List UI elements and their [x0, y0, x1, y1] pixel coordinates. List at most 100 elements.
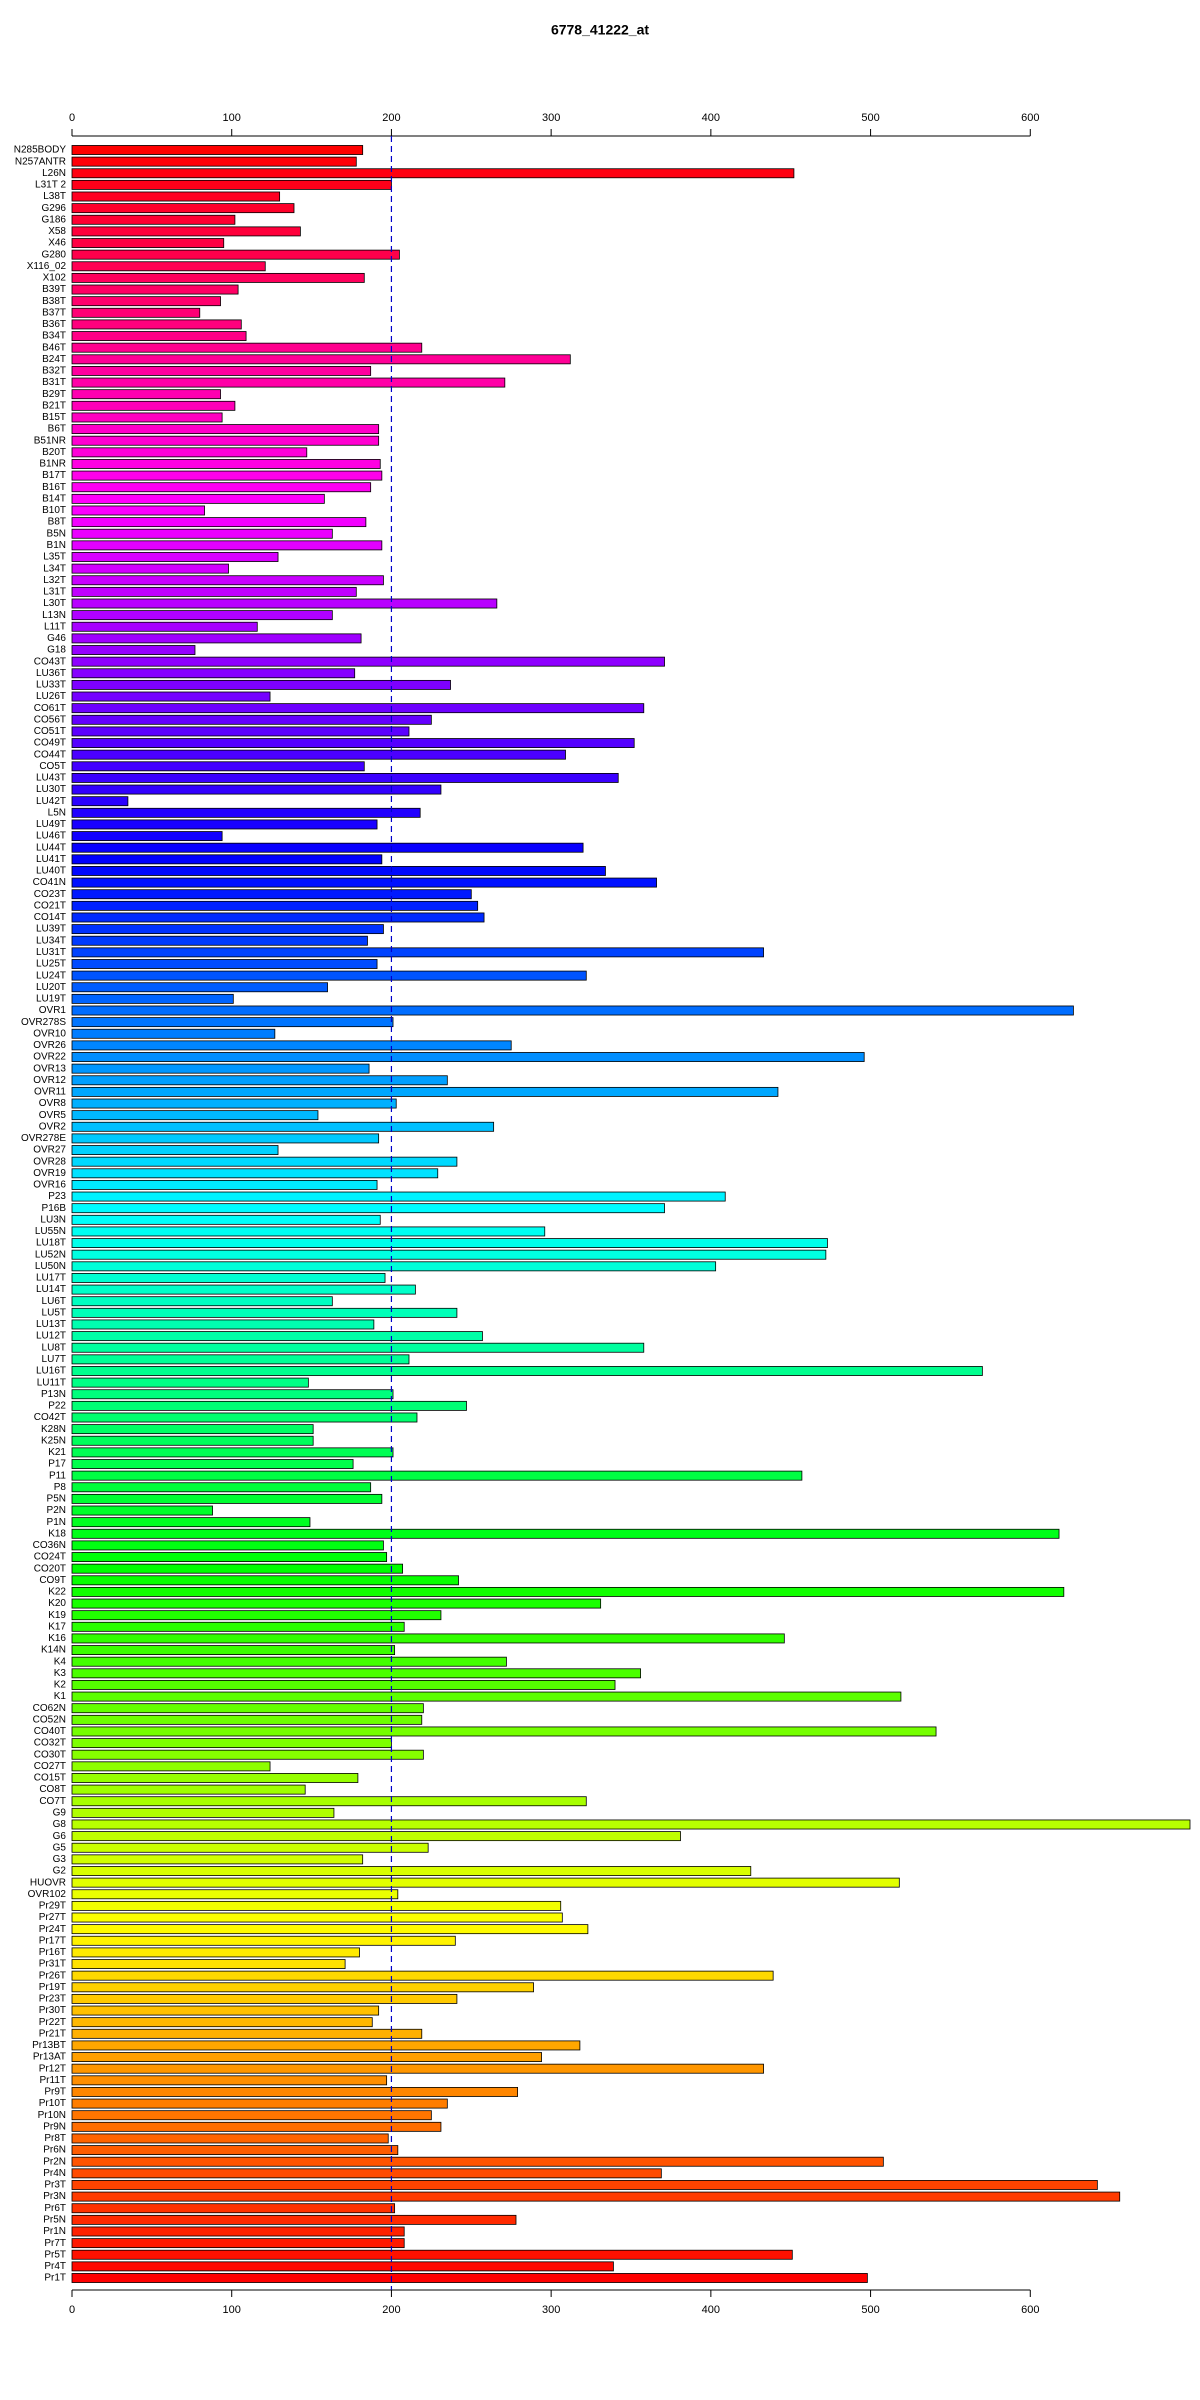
y-tick-label: X116_02 — [27, 261, 67, 272]
y-tick-label: OVR278E — [21, 1133, 66, 1144]
y-tick-label: K3 — [54, 1668, 67, 1679]
y-tick-label: Pr12T — [39, 2063, 66, 2074]
x-tick-label: 400 — [702, 112, 720, 124]
y-tick-label: CO52N — [33, 1714, 66, 1725]
bar — [71, 307, 201, 318]
bar — [71, 1819, 1191, 1830]
bar — [71, 1133, 380, 1144]
y-tick-label: CO40T — [34, 1726, 66, 1737]
y-tick-label: B21T — [42, 400, 66, 411]
y-tick-label: Pr31T — [39, 1959, 66, 1970]
x-tick-label: 400 — [702, 2304, 720, 2316]
y-tick-label: B15T — [42, 412, 66, 423]
bar — [71, 796, 129, 807]
bar — [71, 749, 566, 760]
y-tick-label: L31T 2 — [35, 180, 66, 191]
y-tick-label: CO44T — [34, 749, 66, 760]
y-tick-label: K19 — [48, 1610, 66, 1621]
bar — [71, 1505, 213, 1516]
y-tick-label: K20 — [48, 1598, 66, 1609]
y-tick-label: LU52N — [35, 1249, 66, 1260]
bar — [71, 1982, 534, 1993]
bar — [71, 1866, 752, 1876]
y-tick-label: K16 — [48, 1633, 66, 1644]
bar — [71, 1273, 386, 1283]
bar — [71, 1470, 803, 1481]
bar — [71, 1435, 314, 1446]
y-tick-label: CO51T — [34, 726, 66, 737]
y-tick-label: OVR13 — [33, 1063, 66, 1074]
y-tick-label: CO14T — [34, 912, 66, 923]
y-tick-label: LU33T — [36, 680, 66, 691]
bar — [71, 772, 619, 783]
y-tick-label: L32T — [43, 575, 66, 586]
bar — [71, 645, 196, 655]
y-tick-label: LU34T — [36, 935, 66, 946]
y-tick-label: Pr13AT — [33, 2052, 66, 2063]
y-tick-label: LU18T — [36, 1238, 66, 1249]
y-tick-label: Pr23T — [39, 1994, 66, 2005]
bar — [71, 854, 383, 865]
y-tick-label: B38T — [42, 296, 66, 307]
bar — [71, 2133, 389, 2144]
bar — [71, 1784, 306, 1795]
bar — [71, 1691, 902, 1702]
y-tick-label: N285BODY — [14, 145, 67, 156]
bar — [71, 203, 295, 214]
bar — [71, 621, 258, 632]
bar — [71, 1052, 865, 1062]
bar — [71, 1552, 388, 1562]
x-tick-label: 100 — [223, 112, 241, 124]
bar — [71, 1854, 364, 1865]
bar — [71, 1761, 271, 1772]
y-tick-label: HUOVR — [30, 1877, 66, 1888]
bar — [71, 1586, 1065, 1597]
bar — [71, 1773, 359, 1783]
y-tick-label: OVR8 — [39, 1098, 67, 1109]
bar — [71, 412, 223, 423]
bar — [71, 1575, 459, 1586]
bar — [71, 1889, 399, 1900]
y-tick-label: CO7T — [39, 1796, 66, 1807]
y-tick-label: CO36N — [33, 1540, 66, 1551]
y-tick-label: G3 — [53, 1854, 67, 1865]
y-tick-label: G280 — [42, 249, 67, 260]
bar — [71, 633, 362, 644]
bar — [71, 517, 367, 528]
bar — [71, 1203, 665, 1214]
bar — [71, 1238, 828, 1249]
bar — [71, 179, 392, 190]
y-tick-label: B31T — [42, 377, 66, 388]
y-tick-label: CO56T — [34, 714, 66, 725]
y-tick-label: B5N — [47, 528, 66, 539]
bar — [71, 1447, 394, 1458]
y-tick-label: Pr24T — [39, 1924, 66, 1935]
y-tick-label: L34T — [43, 563, 66, 574]
y-tick-label: P11 — [49, 1470, 66, 1481]
bar — [71, 2261, 614, 2272]
y-tick-label: Pr17T — [39, 1935, 66, 1946]
bar — [71, 1598, 602, 1609]
bar — [71, 1017, 394, 1028]
bar — [71, 819, 378, 830]
y-tick-label: OVR22 — [33, 1052, 66, 1063]
y-tick-label: B39T — [42, 284, 66, 295]
x-tick-label: 500 — [861, 112, 879, 124]
bar — [71, 482, 372, 493]
y-tick-label: Pr6N — [43, 2145, 66, 2156]
y-tick-label: G2 — [53, 1866, 67, 1877]
x-tick-label: 100 — [223, 2304, 241, 2316]
y-tick-label: LU13T — [36, 1319, 66, 1330]
bar — [71, 1261, 717, 1272]
y-tick-label: Pr4N — [43, 2168, 66, 2179]
x-tick-label: 300 — [542, 112, 560, 124]
bar — [71, 889, 472, 900]
y-tick-label: OVR10 — [33, 1028, 66, 1039]
y-tick-label: B37T — [42, 307, 66, 318]
bar — [71, 1528, 1060, 1539]
bar — [71, 1342, 645, 1353]
bar — [71, 1924, 589, 1935]
bar — [71, 1493, 383, 1504]
y-tick-label: Pr30T — [39, 2005, 66, 2016]
